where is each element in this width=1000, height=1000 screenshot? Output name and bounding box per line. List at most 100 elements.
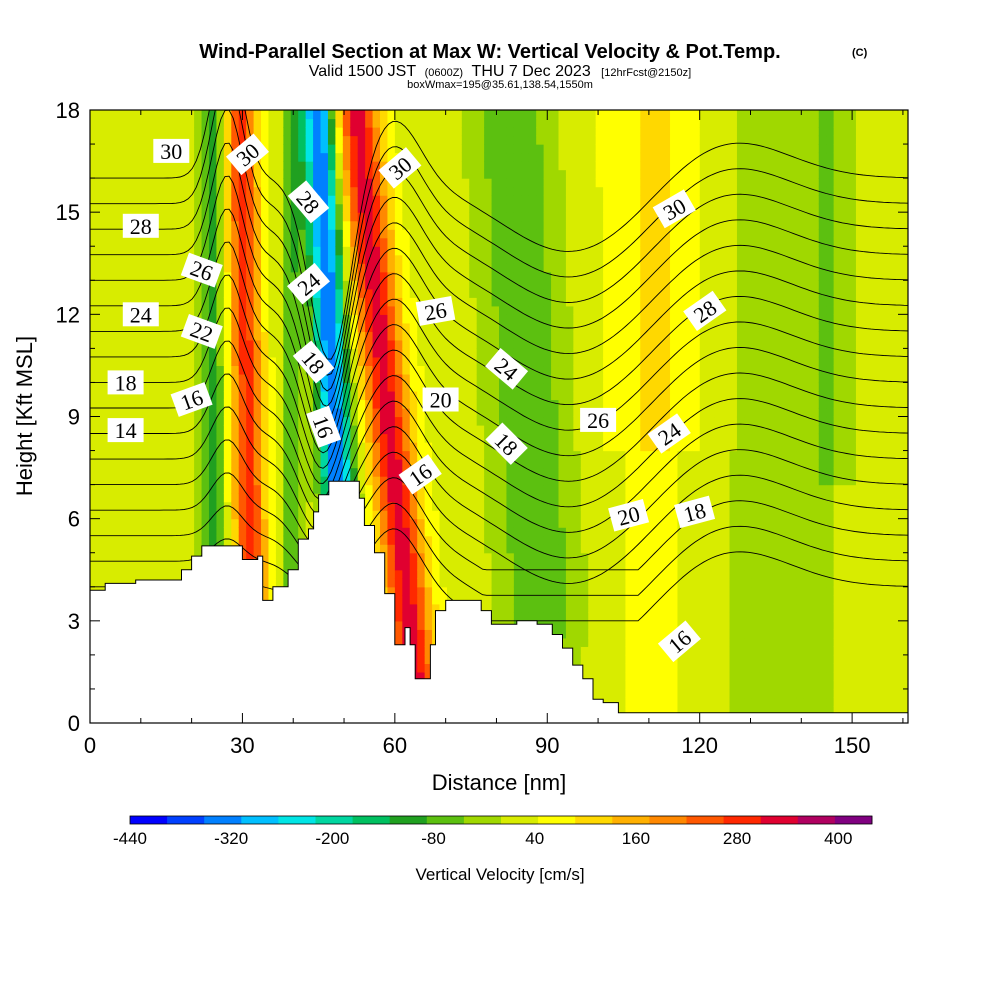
velocity-cell xyxy=(275,161,284,171)
velocity-cell xyxy=(513,203,522,213)
velocity-cell xyxy=(253,544,262,554)
velocity-cell xyxy=(231,110,240,120)
velocity-cell xyxy=(476,442,485,452)
velocity-cell xyxy=(454,169,463,179)
velocity-cell xyxy=(521,612,530,622)
velocity-cell xyxy=(565,603,574,613)
velocity-cell xyxy=(394,127,403,137)
velocity-cell xyxy=(194,237,203,247)
velocity-cell xyxy=(536,246,545,256)
velocity-cell xyxy=(305,118,314,128)
velocity-cell xyxy=(394,305,403,315)
velocity-cell xyxy=(595,280,604,290)
velocity-cell xyxy=(506,569,515,579)
velocity-cell xyxy=(484,152,493,162)
velocity-cell xyxy=(536,127,545,137)
velocity-cell xyxy=(171,501,180,511)
velocity-cell xyxy=(588,118,597,128)
velocity-cell xyxy=(491,459,500,469)
velocity-cell xyxy=(283,356,292,367)
velocity-cell xyxy=(469,356,478,367)
velocity-cell xyxy=(134,178,143,188)
velocity-cell xyxy=(424,263,433,273)
velocity-cell xyxy=(156,399,165,409)
velocity-cell xyxy=(394,501,403,511)
velocity-cell xyxy=(528,586,537,596)
velocity-cell xyxy=(565,390,574,401)
velocity-cell xyxy=(142,203,151,213)
velocity-cell xyxy=(335,305,344,315)
velocity-cell xyxy=(90,382,99,392)
velocity-cell xyxy=(112,484,121,494)
velocity-cell xyxy=(372,467,381,477)
velocity-cell xyxy=(499,212,508,222)
velocity-cell xyxy=(268,535,277,545)
velocity-cell xyxy=(551,407,560,418)
velocity-cell xyxy=(216,118,225,128)
velocity-cell xyxy=(313,220,322,230)
velocity-cell xyxy=(409,356,418,367)
velocity-cell xyxy=(417,169,426,179)
velocity-cell xyxy=(394,212,403,222)
velocity-cell xyxy=(261,442,270,452)
velocity-cell xyxy=(417,365,426,375)
velocity-cell xyxy=(469,476,478,486)
velocity-cell xyxy=(439,527,448,537)
velocity-cell xyxy=(104,118,113,128)
velocity-cell xyxy=(439,246,448,256)
velocity-cell xyxy=(521,467,530,477)
velocity-cell xyxy=(261,203,270,213)
velocity-cell xyxy=(127,152,136,162)
velocity-cell xyxy=(365,110,374,120)
subtitle-date: THU 7 Dec 2023 xyxy=(472,63,591,80)
velocity-cell xyxy=(156,390,165,401)
velocity-cell xyxy=(543,161,552,171)
velocity-cell xyxy=(171,467,180,477)
velocity-cell xyxy=(491,493,500,503)
velocity-cell xyxy=(97,399,106,409)
velocity-cell xyxy=(573,518,582,528)
velocity-cell xyxy=(551,552,560,562)
velocity-cell xyxy=(327,220,336,230)
velocity-cell xyxy=(216,493,225,503)
velocity-cell xyxy=(439,348,448,358)
velocity-cell xyxy=(595,450,604,460)
velocity-cell xyxy=(156,169,165,179)
velocity-cell xyxy=(156,161,165,171)
velocity-cell xyxy=(231,373,240,384)
velocity-cell xyxy=(461,390,470,401)
velocity-cell xyxy=(394,356,403,367)
velocity-cell xyxy=(97,416,106,426)
velocity-cell xyxy=(97,339,106,349)
velocity-cell xyxy=(387,407,396,418)
velocity-cell xyxy=(194,144,203,154)
velocity-cell xyxy=(253,390,262,401)
velocity-cell xyxy=(551,382,560,392)
velocity-cell xyxy=(208,518,218,528)
velocity-cell xyxy=(253,493,262,503)
velocity-cell xyxy=(417,271,426,281)
velocity-cell xyxy=(164,322,173,332)
velocity-cell xyxy=(97,442,106,452)
velocity-cell xyxy=(558,229,567,239)
velocity-cell xyxy=(491,339,500,349)
velocity-cell xyxy=(565,254,574,264)
velocity-cell xyxy=(536,203,545,213)
velocity-cell xyxy=(201,442,210,452)
velocity-cell xyxy=(469,484,478,494)
velocity-cell xyxy=(104,578,113,588)
velocity-cell xyxy=(432,186,441,196)
velocity-cell xyxy=(402,382,411,392)
velocity-cell xyxy=(216,382,225,392)
velocity-cell xyxy=(528,373,537,384)
velocity-cell xyxy=(387,518,396,528)
velocity-cell xyxy=(446,135,455,145)
velocity-cell xyxy=(335,229,344,239)
velocity-cell xyxy=(305,305,314,315)
velocity-cell xyxy=(484,237,493,247)
velocity-cell xyxy=(469,152,478,162)
velocity-cell xyxy=(543,476,552,486)
velocity-cell xyxy=(112,331,121,341)
velocity-cell xyxy=(513,527,522,537)
velocity-cell xyxy=(261,339,270,349)
